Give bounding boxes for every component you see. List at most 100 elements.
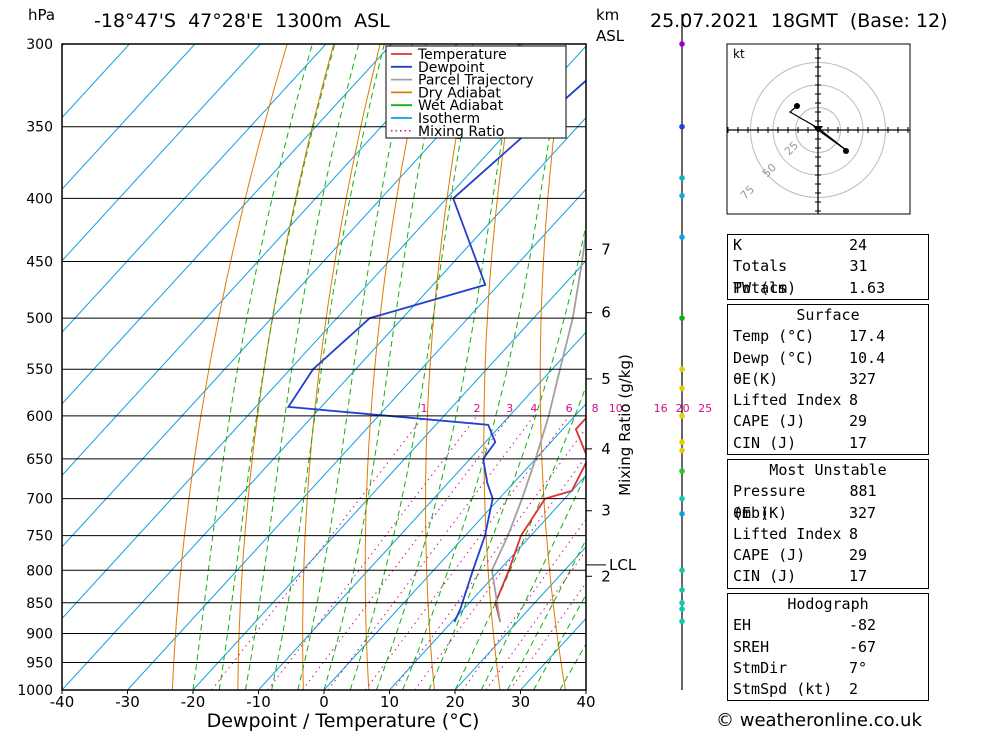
mixing-ratio-label: 2 (473, 402, 480, 415)
isotherm-line (62, 44, 458, 477)
hodograph-table-title: Hodograph (787, 595, 869, 613)
indices-table: K 24 Totals Totals 31 PW (cm) 1.63 (727, 234, 929, 300)
mu-cape-label: CAPE (J) (733, 546, 806, 565)
eh-label: EH (733, 616, 752, 635)
temperature-tick-label: 0 (319, 693, 329, 711)
temperature-tick-label: 20 (445, 693, 464, 711)
legend-label: Parcel Trajectory (418, 73, 534, 89)
mixing-ratio-label: 6 (566, 402, 573, 415)
parcel-trajectory-line (490, 225, 586, 623)
wind-level-marker (679, 447, 685, 454)
wind-level-marker (679, 468, 685, 474)
mixing-ratio-label: 16 (654, 402, 668, 415)
asl-unit: ASL (596, 27, 625, 45)
temperature-tick-label: -30 (115, 693, 140, 711)
plot-frame (61, 43, 587, 691)
wind-level-marker (679, 41, 685, 47)
mixing-ratio-line (392, 427, 586, 690)
legend-label: Mixing Ratio (418, 124, 504, 140)
most-unstable-table: Most Unstable Pressure (mb) 881 θE (K) 327… (727, 459, 929, 589)
most-unstable-title: Most Unstable (769, 461, 887, 479)
isotherm-line (192, 260, 586, 690)
mixing-ratio-line (302, 415, 511, 690)
isotherm-line (62, 44, 327, 334)
wind-level-marker (679, 413, 685, 419)
surface-cape-label: CAPE (J) (733, 412, 806, 431)
surface-dewp-value: 10.4 (849, 348, 886, 367)
pressure-tick-label: 850 (26, 596, 53, 612)
wet-adiabat-line (375, 44, 519, 690)
temperature-tick-label: -10 (246, 693, 271, 711)
wet-adiabat-line (349, 44, 479, 690)
surface-li-value: 8 (849, 391, 859, 410)
wind-level-marker (679, 587, 685, 593)
km-tick-label: 4 (601, 440, 611, 458)
temperature-tick-label: 40 (576, 693, 595, 711)
wind-level-marker (679, 192, 685, 199)
mixing-ratio-line (485, 549, 586, 690)
hpa-unit: hPa (28, 6, 56, 24)
isotherm-line (127, 188, 586, 690)
wet-adiabat-line (192, 44, 313, 690)
surface-temp-value: 17.4 (849, 327, 886, 346)
isotherm-line (258, 331, 586, 690)
pressure-tick-label: 300 (26, 37, 53, 53)
mixing-ratio-axis-label: Mixing Ratio (g/kg) (616, 354, 634, 496)
temperature-line (494, 416, 586, 623)
surface-cin-value: 17 (849, 433, 868, 452)
isotherm-line (62, 44, 392, 405)
mixing-ratio-label: 25 (698, 402, 712, 415)
mu-cin-value: 17 (849, 567, 868, 586)
mixing-ratio-label: 20 (676, 402, 690, 415)
storm-motion-marker (813, 126, 823, 133)
pressure-tick-label: 600 (26, 409, 53, 425)
legend-label: Temperature (417, 47, 507, 63)
lcl-label: LCL (609, 556, 637, 574)
mu-cin-label: CIN (J) (733, 567, 797, 586)
dry-adiabat-line (171, 44, 288, 690)
wind-profile (679, 14, 685, 690)
wet-adiabat-line (428, 222, 586, 690)
copyright-link[interactable]: © weatheronline.co.uk (716, 710, 922, 731)
mu-li-label: Lifted Index (733, 524, 842, 543)
stmspd-label: StmSpd (kt) (733, 680, 833, 699)
surface-title: Surface (796, 306, 860, 324)
pressure-tick-label: 800 (26, 563, 53, 579)
mu-pressure-label: Pressure (mb) (733, 482, 806, 522)
x-axis-label: Dewpoint / Temperature (°C) (207, 710, 480, 732)
mixing-ratio-label: 4 (530, 402, 537, 415)
pressure-tick-label: 750 (26, 529, 53, 545)
k-value: 24 (849, 236, 868, 254)
surface-li-label: Lifted Index (733, 391, 842, 410)
isotherm-line (389, 474, 586, 690)
dry-adiabat-line (984, 44, 1000, 690)
surface-cape-value: 29 (849, 412, 868, 431)
wet-adiabat-line (480, 473, 586, 690)
isotherm-line (62, 116, 586, 690)
pressure-tick-label: 500 (26, 311, 53, 327)
eh-value: -82 (849, 616, 877, 635)
surface-table: Surface Temp (°C) 17.4 Dewp (°C) 10.4 θE(K… (727, 304, 929, 456)
km-tick-label: 7 (601, 240, 611, 258)
mixing-ratio-line (327, 415, 535, 690)
mu-pressure-value: 881 (849, 482, 877, 501)
stmdir-label: StmDir (733, 658, 788, 677)
hodograph-table: Hodograph EH -82 SREH -67 StmDir 7° StmSpd … (727, 593, 929, 702)
sreh-value: -67 (849, 637, 877, 656)
km-tick-label: 6 (601, 304, 611, 322)
km-tick-label: 2 (601, 567, 611, 585)
surface-theta-value: 327 (849, 369, 877, 388)
pressure-tick-label: 450 (26, 255, 53, 271)
mixing-ratio-line (509, 582, 586, 690)
mixing-ratio-line (364, 415, 570, 690)
location-title: -18°47'S 47°28'E 1300m ASL (94, 10, 390, 32)
mixing-ratio-label: 10 (609, 402, 623, 415)
wind-level-marker (679, 599, 685, 606)
wind-level-marker (679, 606, 685, 612)
mu-theta-label: θE (K) (733, 503, 788, 522)
pressure-tick-label: 550 (26, 362, 53, 378)
hodograph: kt 25 50 75 (726, 43, 911, 215)
temperature-tick-label: -20 (181, 693, 206, 711)
stmspd-value: 2 (849, 680, 859, 699)
